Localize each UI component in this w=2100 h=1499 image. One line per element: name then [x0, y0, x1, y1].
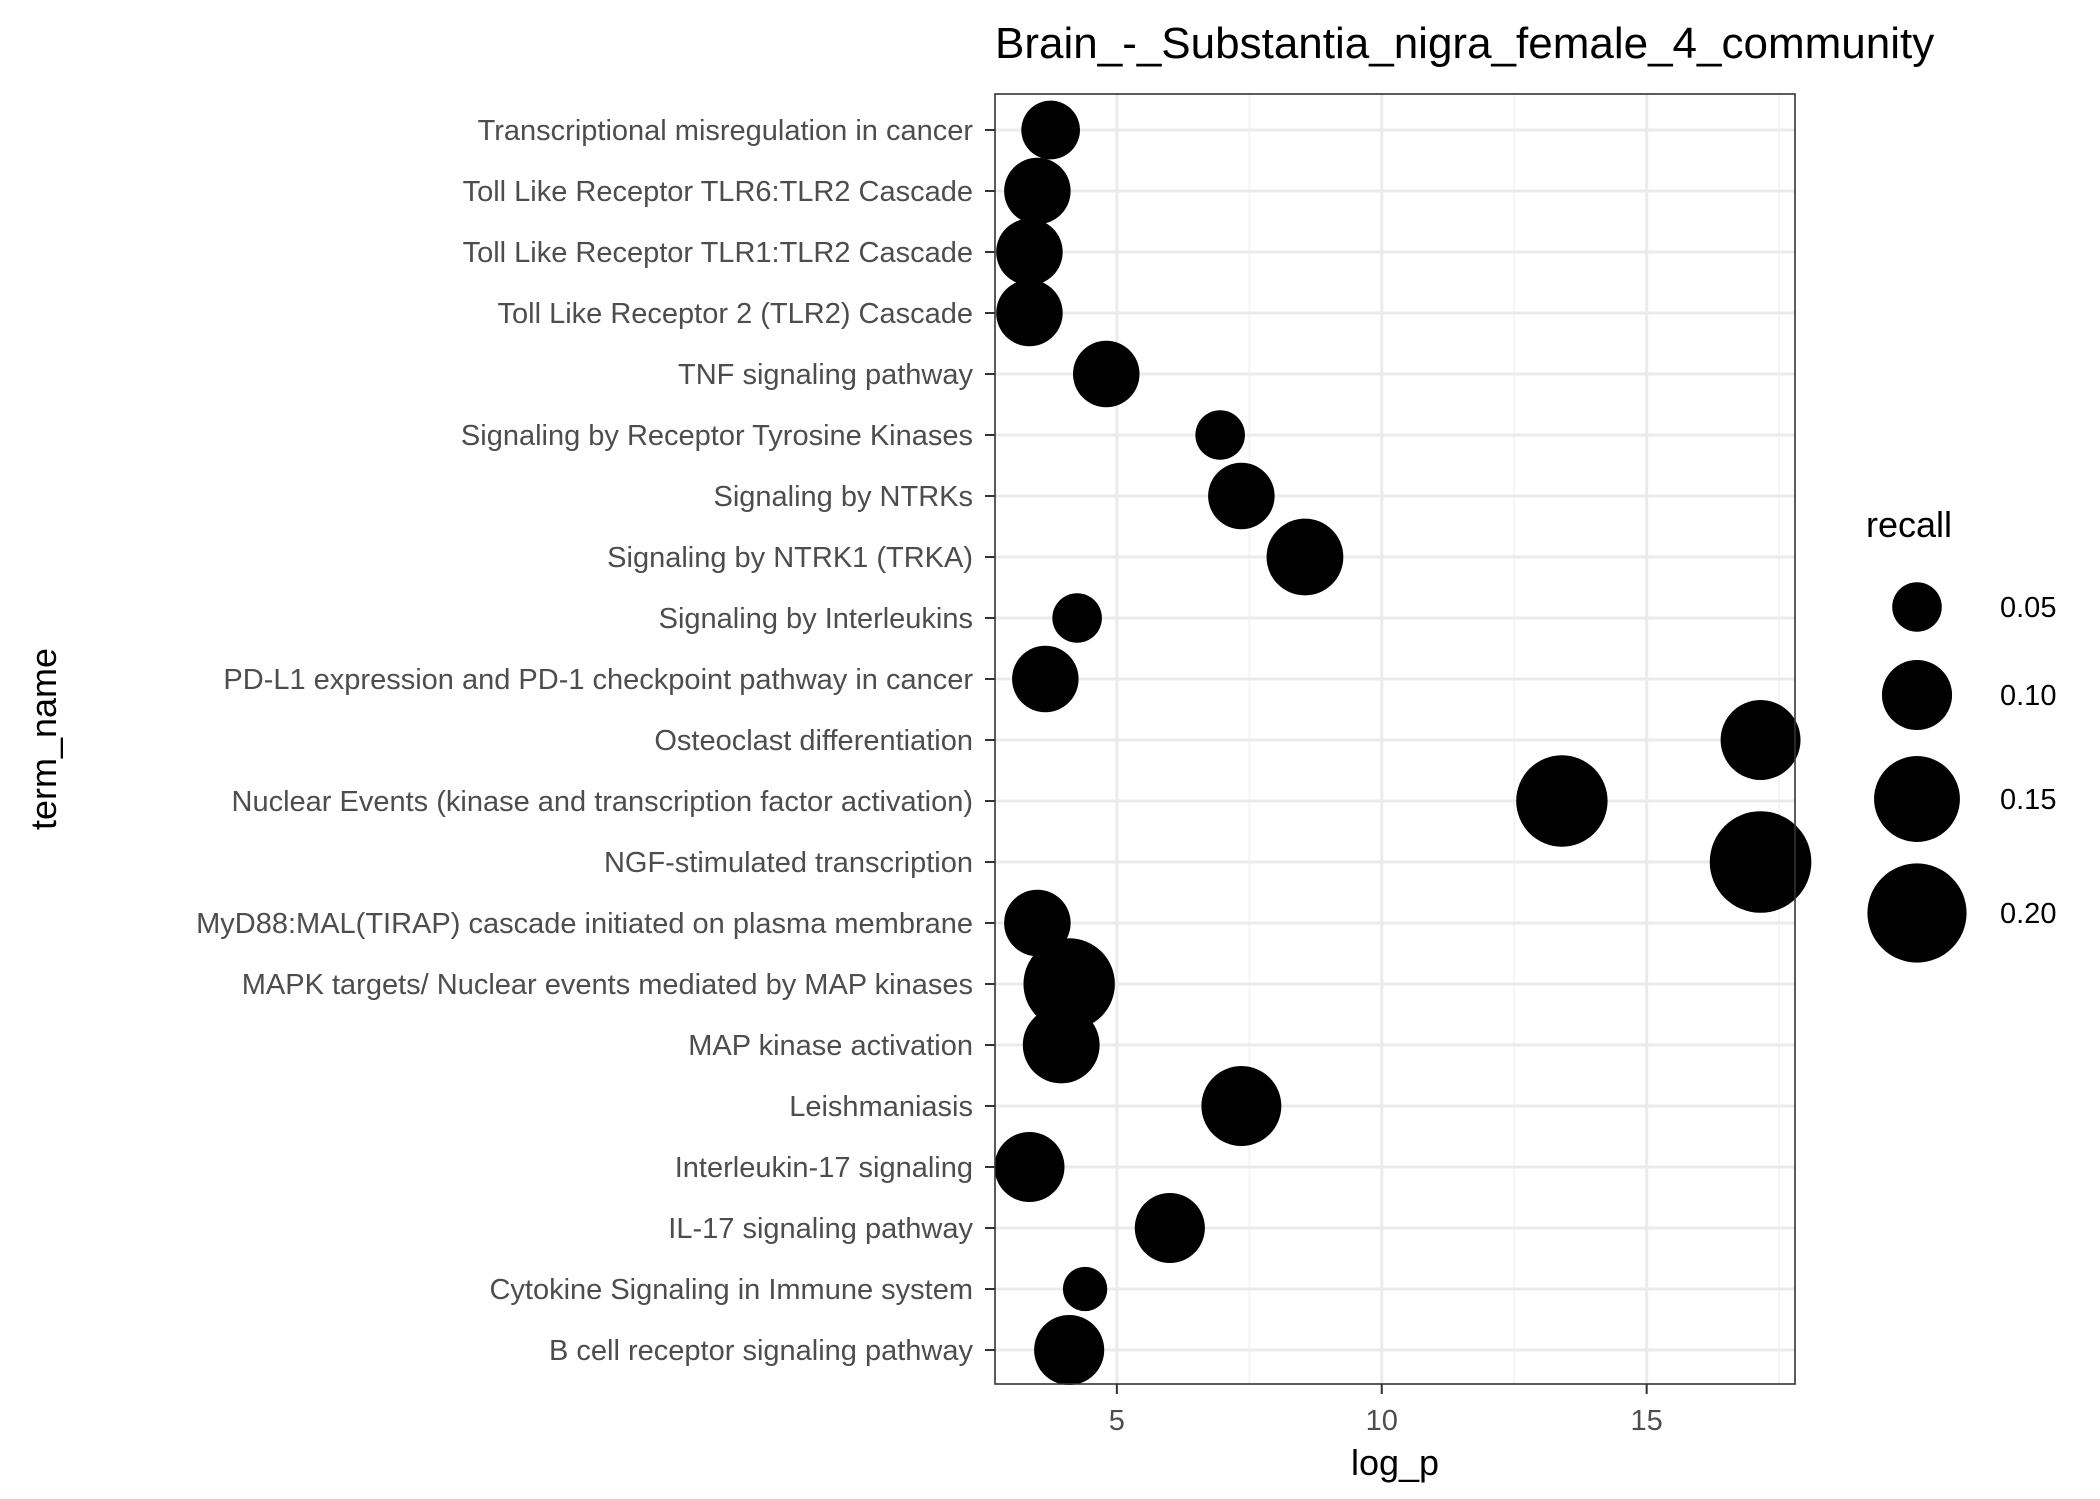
y-axis-title: term_name [23, 648, 64, 830]
x-tick-label: 10 [1366, 1405, 1398, 1437]
y-tick-label: Signaling by Receptor Tyrosine Kinases [461, 420, 973, 452]
chart-title: Brain_-_Substantia_nigra_female_4_commun… [995, 19, 1934, 68]
y-tick-label: PD-L1 expression and PD-1 checkpoint pat… [223, 664, 973, 696]
y-tick-label: IL-17 signaling pathway [668, 1213, 973, 1245]
y-tick-label: MAP kinase activation [688, 1030, 973, 1062]
legend-label: 0.10 [2000, 680, 2056, 712]
legend-key [1874, 756, 1960, 842]
legend-label: 0.05 [2000, 592, 2056, 624]
y-tick-label: Leishmaniasis [789, 1091, 973, 1123]
y-tick-label: Toll Like Receptor TLR6:TLR2 Cascade [463, 176, 973, 208]
y-tick-label: Osteoclast differentiation [654, 725, 973, 757]
x-axis-title: log_p [1351, 1442, 1439, 1483]
data-point [1062, 1266, 1108, 1312]
y-tick-label: Signaling by NTRK1 (TRKA) [607, 542, 973, 574]
legend-label: 0.15 [2000, 784, 2056, 816]
legend-key [1892, 582, 1942, 632]
x-tick-label: 5 [1109, 1405, 1125, 1437]
data-point [1709, 811, 1812, 913]
data-point [1004, 889, 1071, 957]
data-point [1516, 755, 1608, 847]
y-tick-label: Signaling by Interleukins [659, 603, 973, 635]
data-point [1201, 1066, 1282, 1146]
y-tick-label: NGF-stimulated transcription [604, 847, 973, 879]
data-point [1034, 1314, 1105, 1386]
y-tick-label: TNF signaling pathway [678, 359, 973, 391]
data-point [1023, 938, 1115, 1030]
y-tick-label: Interleukin-17 signaling [675, 1152, 973, 1184]
data-point [1021, 100, 1080, 160]
legend-label: 0.20 [2000, 898, 2056, 930]
legend: recall 0.05 0.10 0.15 0.20 [1866, 504, 2056, 963]
y-tick-label: MyD88:MAL(TIRAP) cascade initiated on pl… [196, 908, 973, 940]
data-point [1266, 518, 1344, 596]
y-tick-label: Toll Like Receptor TLR1:TLR2 Cascade [463, 237, 973, 269]
data-point [1052, 593, 1102, 643]
data-point [1072, 340, 1140, 408]
data-point [996, 279, 1063, 347]
y-tick-label: B cell receptor signaling pathway [549, 1335, 973, 1367]
data-point [1720, 700, 1801, 780]
data-point [994, 1131, 1065, 1203]
data-point [996, 218, 1063, 286]
data-point [1208, 462, 1275, 530]
y-tick-label: Toll Like Receptor 2 (TLR2) Cascade [498, 298, 973, 330]
data-point [1012, 645, 1079, 713]
legend-title: recall [1866, 504, 1952, 545]
data-point [1134, 1192, 1205, 1264]
y-tick-label: MAPK targets/ Nuclear events mediated by… [242, 969, 973, 1001]
x-tick-label: 15 [1631, 1405, 1663, 1437]
y-tick-label: Transcriptional misregulation in cancer [478, 115, 974, 147]
y-tick-label: Nuclear Events (kinase and transcription… [232, 786, 973, 818]
legend-key [1867, 863, 1967, 963]
data-point [1004, 157, 1071, 225]
y-tick-label: Signaling by NTRKs [714, 481, 974, 513]
data-point [1022, 1006, 1100, 1084]
legend-key [1881, 659, 1953, 731]
y-tick-label: Cytokine Signaling in Immune system [489, 1274, 973, 1306]
data-point [1195, 410, 1245, 460]
